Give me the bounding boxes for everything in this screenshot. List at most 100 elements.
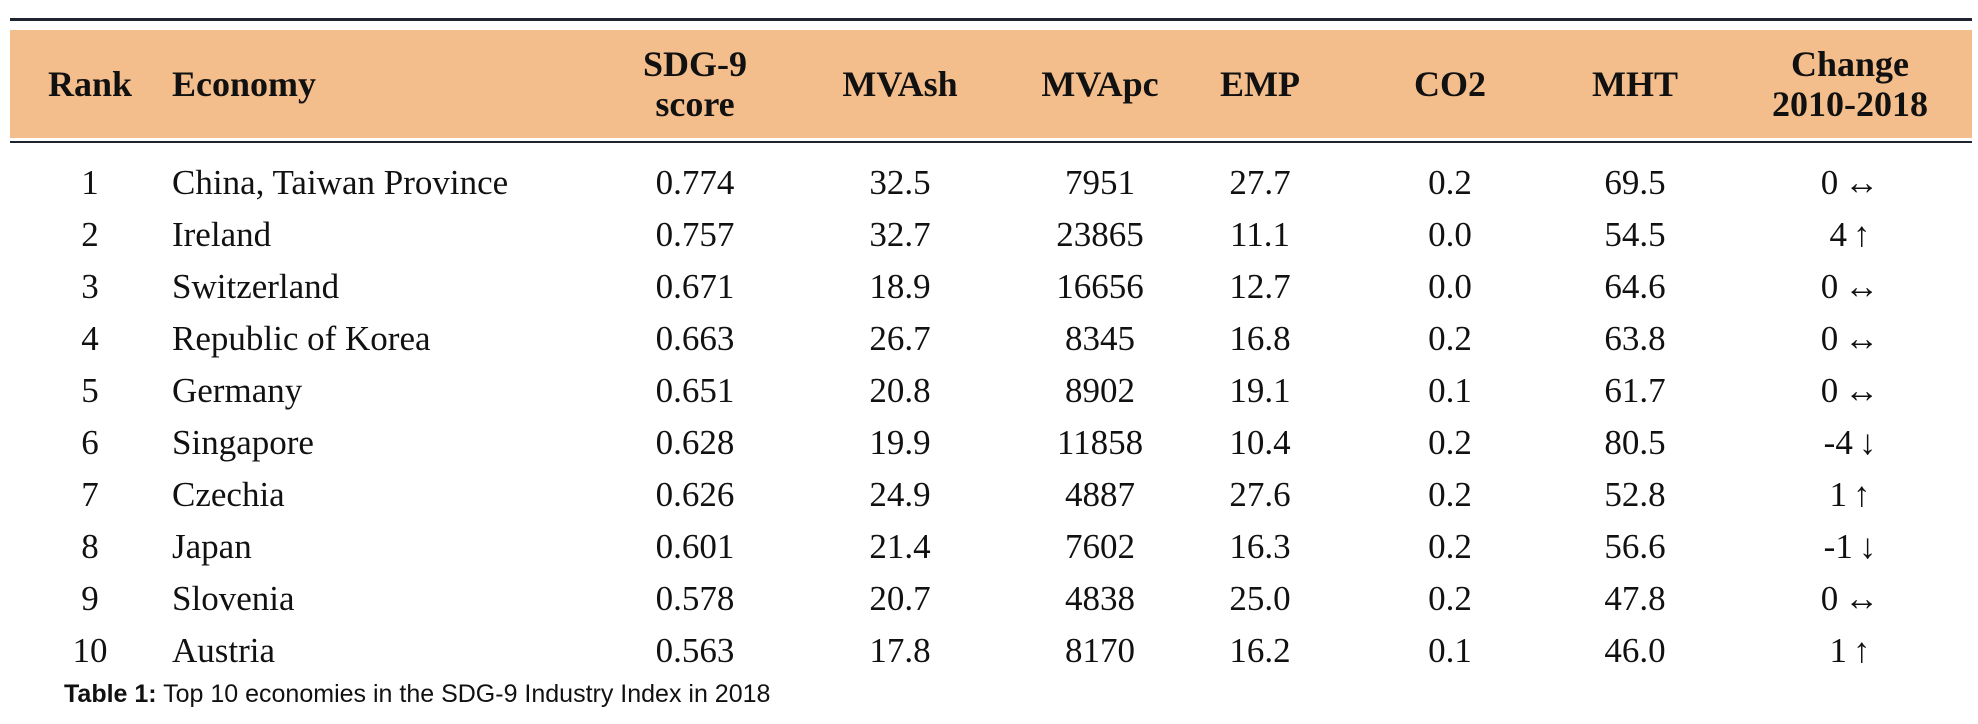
header-mht: MHT	[1592, 64, 1678, 104]
cell-sdg9-score: 0.626	[655, 475, 735, 514]
cell-mvapc: 7951	[1065, 163, 1135, 202]
change-value: 0	[1820, 319, 1839, 358]
cell-economy: Japan	[172, 527, 252, 566]
change-value: 1	[1829, 631, 1848, 670]
cell-economy: Germany	[172, 371, 303, 410]
cell-emp: 27.7	[1229, 163, 1291, 202]
change-arrow-icon: ↔	[1844, 579, 1880, 618]
change-value: -4	[1823, 423, 1853, 462]
cell-emp: 27.6	[1229, 475, 1291, 514]
cell-change: 0 ↔	[1740, 365, 1960, 417]
change-arrow-icon: ↔	[1844, 163, 1880, 202]
change-value: 0	[1820, 579, 1839, 618]
cell-economy: Austria	[172, 631, 276, 670]
cell-mvapc: 11858	[1056, 423, 1144, 462]
header-mvash: MVAsh	[842, 64, 958, 104]
cell-economy: Czechia	[172, 475, 285, 514]
cell-rank: 5	[81, 371, 99, 410]
cell-change: 0 ↔	[1740, 313, 1960, 365]
cell-rank: 3	[81, 267, 99, 306]
cell-mht: 61.7	[1604, 371, 1666, 410]
cell-mvash: 17.8	[869, 631, 931, 670]
table-top-rule	[10, 18, 1972, 21]
cell-mht: 52.8	[1604, 475, 1666, 514]
table-caption: Table 1: Top 10 economies in the SDG-9 I…	[64, 680, 770, 709]
cell-mht: 69.5	[1604, 163, 1666, 202]
cell-mvash: 32.5	[869, 163, 931, 202]
cell-emp: 12.7	[1229, 267, 1291, 306]
cell-co2: 0.2	[1428, 475, 1472, 514]
cell-economy: Republic of Korea	[172, 319, 431, 358]
cell-change: 0 ↔	[1740, 261, 1960, 313]
cell-mvash: 26.7	[869, 319, 931, 358]
cell-sdg9-score: 0.601	[655, 527, 735, 566]
cell-mvapc: 23865	[1056, 215, 1144, 254]
cell-mvash: 21.4	[869, 527, 931, 566]
header-economy: Economy	[172, 64, 316, 104]
header-rank: Rank	[47, 64, 133, 104]
header-sdg9-score: SDG-9 score	[580, 30, 810, 138]
cell-mht: 63.8	[1604, 319, 1666, 358]
cell-mvash: 32.7	[869, 215, 931, 254]
change-value: 1	[1829, 475, 1848, 514]
table-row: 2 Ireland 0.757 32.7 23865 11.1 0.0 54.5 4 ↑	[10, 209, 1972, 261]
cell-sdg9-score: 0.671	[655, 267, 735, 306]
header-emp: EMP	[1220, 64, 1300, 104]
cell-mht: 47.8	[1604, 579, 1666, 618]
header-change-line1: Change	[1790, 44, 1910, 84]
cell-emp: 16.2	[1229, 631, 1291, 670]
table-body: 1 China, Taiwan Province 0.774 32.5 7951 27.7…	[10, 143, 1972, 677]
cell-rank: 6	[81, 423, 99, 462]
cell-rank: 7	[81, 475, 99, 514]
change-arrow-icon: ↔	[1844, 267, 1880, 306]
cell-sdg9-score: 0.774	[655, 163, 735, 202]
change-arrow-icon: ↔	[1844, 371, 1880, 410]
cell-rank: 2	[81, 215, 99, 254]
change-arrow-icon: ↓	[1858, 527, 1877, 566]
header-score-line1: SDG-9	[642, 44, 747, 84]
cell-change: 1 ↑	[1740, 469, 1960, 521]
cell-economy: Slovenia	[172, 579, 295, 618]
cell-rank: 1	[81, 163, 99, 202]
cell-mht: 54.5	[1604, 215, 1666, 254]
cell-mvash: 20.8	[869, 371, 931, 410]
cell-emp: 25.0	[1229, 579, 1291, 618]
data-table: Rank Economy SDG-9 score MVAsh MVApc EMP…	[10, 18, 1972, 677]
cell-co2: 0.2	[1428, 527, 1472, 566]
cell-mht: 56.6	[1604, 527, 1666, 566]
cell-economy: Switzerland	[172, 267, 340, 306]
cell-mvapc: 4887	[1065, 475, 1135, 514]
change-arrow-icon: ↑	[1853, 631, 1871, 670]
header-co2: CO2	[1414, 64, 1486, 104]
change-value: 4	[1829, 215, 1848, 254]
header-change-line2: 2010-2018	[1772, 84, 1928, 124]
cell-change: 4 ↑	[1740, 209, 1960, 261]
cell-co2: 0.2	[1428, 423, 1472, 462]
cell-co2: 0.1	[1428, 631, 1472, 670]
cell-mvapc: 16656	[1056, 267, 1144, 306]
cell-mvapc: 8345	[1065, 319, 1135, 358]
table-row: 1 China, Taiwan Province 0.774 32.5 7951 27.7…	[10, 157, 1972, 209]
cell-mvash: 20.7	[869, 579, 931, 618]
table-row: 7 Czechia 0.626 24.9 4887 27.6 0.2 52.8 1 ↑	[10, 469, 1972, 521]
change-arrow-icon: ↑	[1853, 215, 1871, 254]
cell-change: -4 ↓	[1740, 417, 1960, 469]
caption-label: Table 1:	[64, 680, 157, 708]
cell-emp: 11.1	[1230, 215, 1290, 254]
cell-sdg9-score: 0.663	[655, 319, 735, 358]
cell-change: -1 ↓	[1740, 521, 1960, 573]
cell-sdg9-score: 0.628	[655, 423, 735, 462]
cell-mvapc: 4838	[1065, 579, 1135, 618]
change-value: 0	[1820, 371, 1839, 410]
table-row: 5 Germany 0.651 20.8 8902 19.1 0.1 61.7 0 ↔	[10, 365, 1972, 417]
table-row: 4 Republic of Korea 0.663 26.7 8345 16.8 0.2 63…	[10, 313, 1972, 365]
cell-co2: 0.2	[1428, 163, 1472, 202]
caption-text: Top 10 economies in the SDG-9 Industry I…	[156, 680, 771, 708]
cell-rank: 9	[81, 579, 99, 618]
cell-rank: 4	[81, 319, 99, 358]
cell-sdg9-score: 0.578	[655, 579, 735, 618]
cell-emp: 19.1	[1229, 371, 1291, 410]
cell-mht: 46.0	[1604, 631, 1666, 670]
cell-mht: 80.5	[1604, 423, 1666, 462]
header-change: Change 2010-2018	[1740, 30, 1960, 138]
